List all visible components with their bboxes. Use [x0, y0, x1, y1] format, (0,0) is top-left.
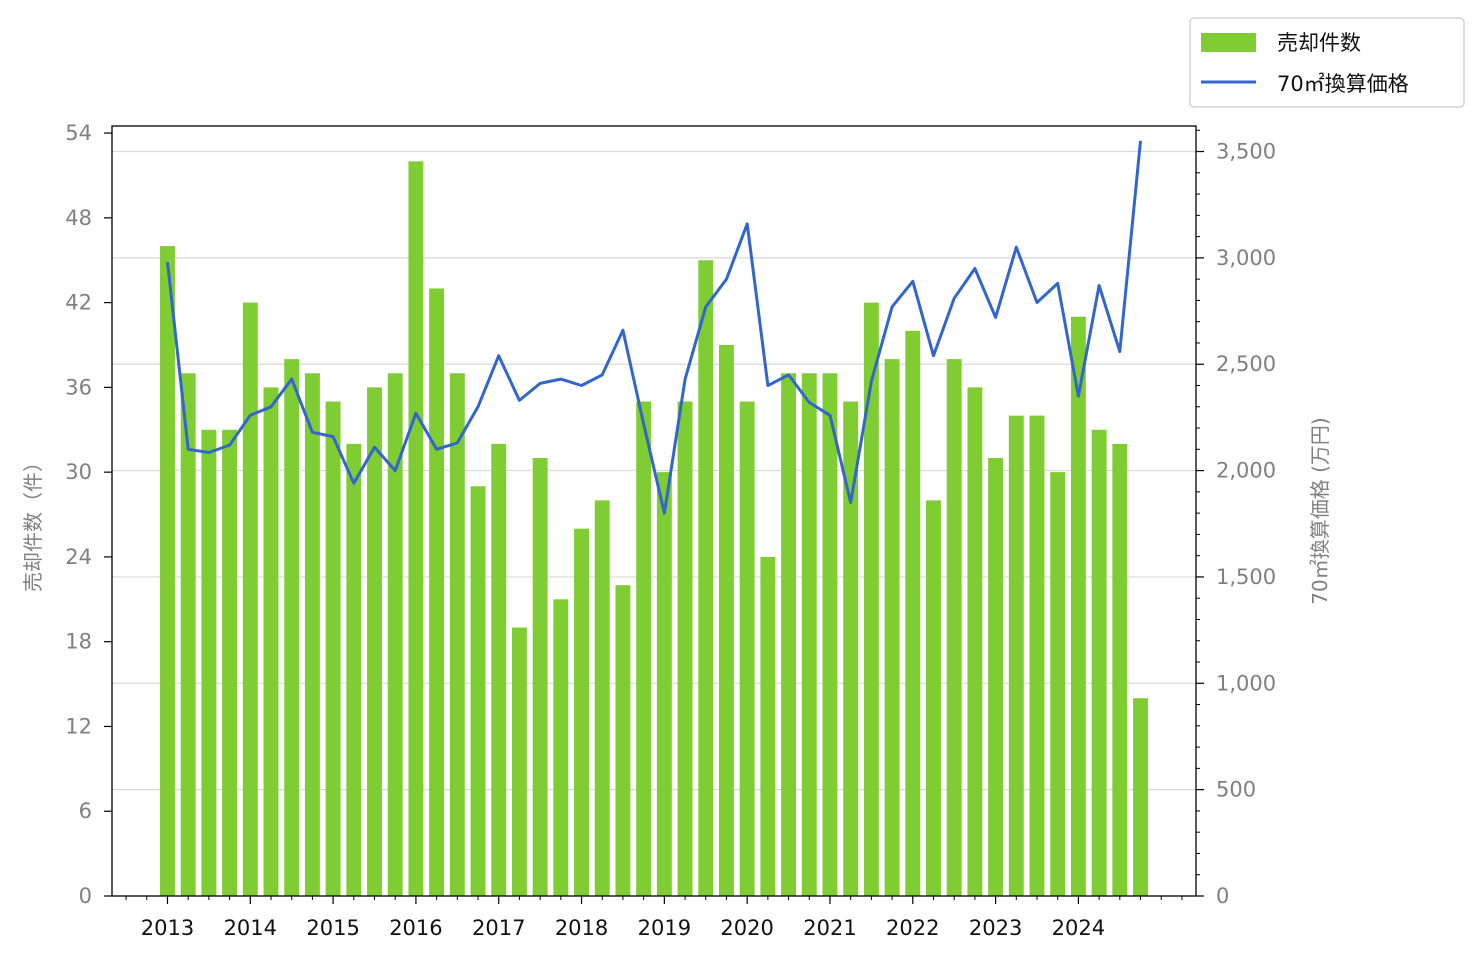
- bar: [843, 401, 859, 896]
- bar: [636, 401, 652, 896]
- bar: [574, 528, 589, 896]
- legend-swatch-bar: [1201, 33, 1256, 52]
- bar: [1112, 443, 1128, 896]
- bar: [801, 373, 817, 897]
- right-tick-label: 0: [1216, 884, 1229, 908]
- left-axis-title: 売却件数（件）: [21, 452, 45, 592]
- x-tick-label: 2015: [306, 916, 359, 940]
- bar: [698, 260, 714, 896]
- x-tick-label: 2017: [472, 916, 525, 940]
- x-tick-label: 2022: [886, 916, 939, 940]
- price-line: [166, 140, 1142, 515]
- bar: [760, 556, 776, 896]
- bar: [988, 458, 1004, 896]
- right-tick-label: 3,500: [1216, 140, 1276, 164]
- bar: [387, 373, 403, 897]
- bar: [491, 443, 507, 896]
- bar: [863, 302, 879, 897]
- bar: [449, 373, 465, 897]
- bar: [946, 359, 962, 896]
- left-tick-label: 6: [79, 799, 92, 823]
- x-tick-label: 2016: [389, 916, 442, 940]
- legend-label-price: 70㎡換算価格: [1277, 72, 1409, 96]
- bar: [242, 302, 258, 897]
- bar: [553, 599, 569, 896]
- bar: [905, 330, 921, 896]
- left-tick-label: 12: [65, 714, 92, 738]
- bar: [160, 246, 175, 896]
- bar: [719, 344, 734, 896]
- bar: [263, 387, 279, 896]
- bar: [615, 585, 631, 896]
- bar: [284, 359, 300, 896]
- x-tick-label: 2023: [969, 916, 1022, 940]
- x-tick-label: 2013: [141, 916, 194, 940]
- left-tick-label: 30: [65, 460, 92, 484]
- x-tick-label: 2020: [720, 916, 773, 940]
- bar: [1091, 429, 1107, 896]
- axes: 0 500 1,000 1,500 2,000 2,500 3,000 3,500 0 6 12 18…: [65, 121, 1276, 940]
- bar: [408, 161, 424, 896]
- bar: [532, 458, 548, 896]
- bar: [1008, 415, 1024, 896]
- bar: [884, 359, 900, 896]
- bar: [677, 401, 693, 896]
- bar: [222, 429, 238, 896]
- bar: [926, 500, 941, 896]
- x-tick-label: 2019: [638, 916, 691, 940]
- bar: [304, 373, 320, 897]
- plot-area-frame: [111, 125, 1197, 897]
- line-series-price: [166, 140, 1142, 515]
- bar: [739, 401, 755, 896]
- x-tick-label: 2018: [555, 916, 608, 940]
- bar: [470, 486, 486, 896]
- x-tick-label: 2014: [224, 916, 277, 940]
- legend-label-sales-count: 売却件数: [1277, 31, 1361, 55]
- right-tick-label: 3,000: [1216, 246, 1276, 270]
- bar: [346, 443, 362, 896]
- bar: [180, 373, 196, 897]
- left-tick-label: 0: [79, 884, 92, 908]
- bar: [325, 401, 341, 896]
- legend-box: [1189, 17, 1465, 108]
- x-tick-label: 2024: [1052, 916, 1105, 940]
- bar: [201, 429, 217, 896]
- right-tick-label: 2,500: [1216, 352, 1276, 376]
- bar-series-sales-count: [160, 161, 1148, 897]
- bar: [367, 387, 382, 896]
- left-tick-label: 18: [65, 630, 92, 654]
- bar: [822, 373, 838, 897]
- bar: [511, 627, 527, 896]
- bar: [1133, 698, 1148, 896]
- bar: [781, 373, 797, 897]
- left-tick-label: 36: [65, 375, 92, 399]
- left-tick-label: 42: [65, 291, 92, 315]
- left-tick-label: 24: [65, 545, 92, 569]
- legend: 売却件数 70㎡換算価格: [1189, 17, 1465, 108]
- right-tick-label: 1,500: [1216, 565, 1276, 589]
- bar: [656, 472, 672, 896]
- bar: [1029, 415, 1045, 896]
- bar: [429, 288, 445, 896]
- bar: [594, 500, 610, 896]
- bar: [1070, 316, 1086, 896]
- right-tick-label: 1,000: [1216, 671, 1276, 695]
- bar: [967, 387, 983, 896]
- right-axis-title: 70㎡換算価格 (万円): [1308, 417, 1332, 604]
- left-tick-label: 54: [65, 121, 92, 145]
- x-tick-label: 2021: [803, 916, 856, 940]
- bar: [1050, 472, 1066, 896]
- right-tick-label: 2,000: [1216, 459, 1276, 483]
- left-tick-label: 48: [65, 206, 92, 230]
- right-tick-label: 500: [1216, 778, 1256, 802]
